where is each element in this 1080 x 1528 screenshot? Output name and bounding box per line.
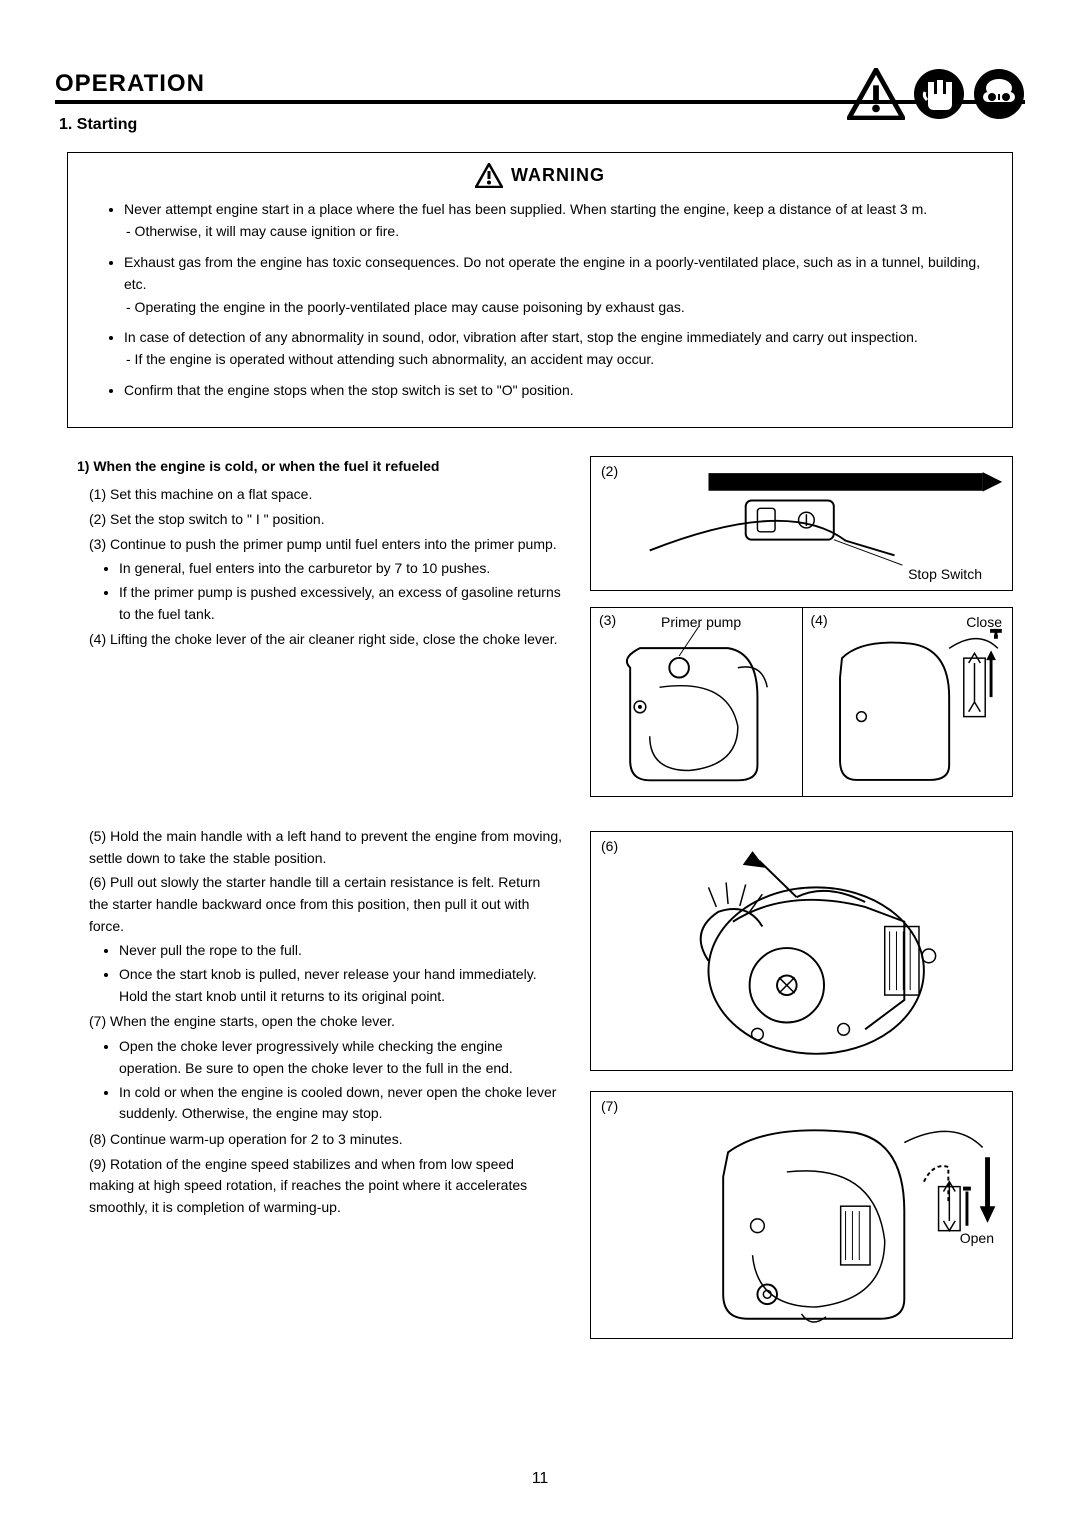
diagram-choke-close: (4) Close [802,607,1014,797]
step: (7) When the engine starts, open the cho… [89,1011,562,1033]
diagram-stop-switch: (2) Stop Switch [590,456,1013,591]
step-bullet: In general, fuel enters into the carbure… [119,558,562,580]
procedure-heading: 1) When the engine is cold, or when the … [77,458,562,474]
warning-title: WARNING [511,165,605,186]
step-bullet: In cold or when the engine is cooled dow… [119,1082,562,1125]
steps-block-2: (5) Hold the main handle with a left han… [89,826,562,1219]
step: (2) Set the stop switch to " I " positio… [89,509,562,531]
warning-list: Never attempt engine start in a place wh… [92,198,988,401]
step-bullet: Never pull the rope to the full. [119,940,562,962]
warning-item: Exhaust gas from the engine has toxic co… [124,251,988,318]
safety-icons-row [847,68,1025,120]
step: (1) Set this machine on a flat space. [89,484,562,506]
step: (9) Rotation of the engine speed stabili… [89,1154,562,1219]
goggles-icon [973,68,1025,120]
diagram-starter: (6) [590,831,1013,1071]
step-bullet: Once the start knob is pulled, never rel… [119,964,562,1007]
warning-item: Never attempt engine start in a place wh… [124,198,988,243]
gloves-icon [913,68,965,120]
steps-block-1: (1) Set this machine on a flat space. (2… [89,484,562,651]
step: (6) Pull out slowly the starter handle t… [89,872,562,937]
warning-item: Confirm that the engine stops when the s… [124,379,988,401]
step: (5) Hold the main handle with a left han… [89,826,562,869]
warning-item: In case of detection of any abnormality … [124,326,988,371]
step-bullet: If the primer pump is pushed excessively… [119,582,562,625]
diagram-primer-pump: (3) Primer pump [590,607,802,797]
warning-icon [475,163,503,188]
step: (4) Lifting the choke lever of the air c… [89,629,562,651]
page-number: 11 [532,1470,549,1488]
step: (3) Continue to push the primer pump unt… [89,534,562,556]
warning-box: WARNING Never attempt engine start in a … [67,152,1013,428]
step-bullet: Open the choke lever progressively while… [119,1036,562,1079]
step: (8) Continue warm-up operation for 2 to … [89,1129,562,1151]
diagram-choke-open: (7) Open [590,1091,1013,1339]
warning-triangle-icon [847,68,905,120]
